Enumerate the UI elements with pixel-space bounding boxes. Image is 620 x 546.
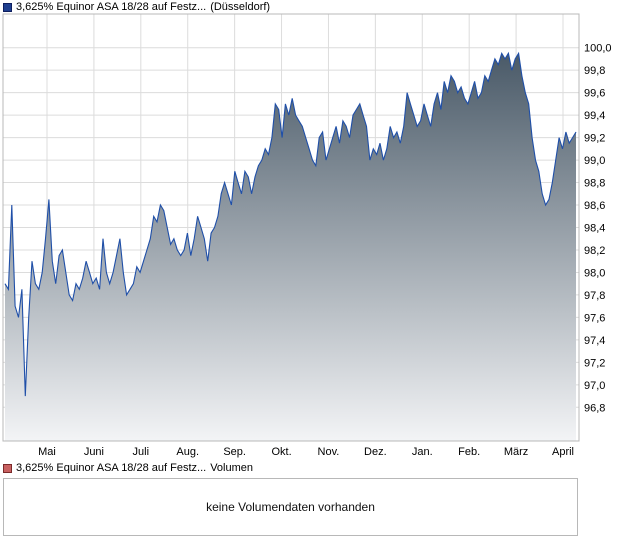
y-tick-label: 98,0 [584,267,605,279]
y-tick-label: 99,8 [584,65,605,77]
y-tick-label: 98,6 [584,200,605,212]
y-tick-label: 99,2 [584,133,605,145]
y-tick-label: 97,8 [584,290,605,302]
x-tick-label: Okt. [271,446,291,458]
y-tick-label: 98,8 [584,178,605,190]
x-tick-label: Juni [84,446,104,458]
x-tick-label: Jan. [412,446,433,458]
volume-legend-suffix: Volumen [210,462,253,474]
volume-legend: 3,625% Equinor ASA 18/28 auf Festz... Vo… [3,461,253,475]
y-tick-label: 97,4 [584,335,605,347]
y-axis-labels: 96,8 97,0 97,2 97,4 97,6 97,8 98,0 98,2 98,4 98,6… [584,43,612,415]
y-tick-label: 97,0 [584,380,605,392]
volume-legend-name: 3,625% Equinor ASA 18/28 auf Festz... [16,462,207,474]
y-tick-label: 99,4 [584,110,605,122]
y-tick-label: 97,6 [584,312,605,324]
x-tick-label: Nov. [318,446,340,458]
y-tick-label: 97,2 [584,357,605,369]
x-tick-label: März [504,446,528,458]
price-series-swatch [3,2,12,12]
price-area [5,53,576,441]
x-tick-label: Juli [133,446,150,458]
x-tick-label: Feb. [458,446,480,458]
y-tick-label: 98,4 [584,223,605,235]
price-legend: 3,625% Equinor ASA 18/28 auf Festz... (D… [3,0,270,14]
x-tick-label: Sep. [223,446,246,458]
y-tick-label: 99,0 [584,155,605,167]
price-legend-name: 3,625% Equinor ASA 18/28 auf Festz... [16,1,207,13]
x-tick-label: April [552,446,574,458]
no-volume-message: keine Volumendaten vorhanden [206,500,375,514]
x-axis-labels: Mai Juni Juli Aug. Sep. Okt. Nov. Dez. Jan. Feb. M… [38,446,574,458]
x-tick-label: Mai [38,446,56,458]
x-tick-label: Aug. [176,446,199,458]
y-tick-label: 98,2 [584,245,605,257]
price-chart: 96,8 97,0 97,2 97,4 97,6 97,8 98,0 98,2 98,4 98,6… [2,13,612,458]
y-tick-label: 99,6 [584,88,605,100]
y-tick-label: 96,8 [584,402,605,414]
price-legend-venue: (Düsseldorf) [210,1,271,13]
plot-frame [2,13,580,442]
price-line [4,51,577,397]
x-tick-label: Dez. [364,446,387,458]
volume-series-swatch [3,463,12,473]
y-tick-label: 100,0 [584,43,612,55]
volume-panel: keine Volumendaten vorhanden [3,478,578,536]
